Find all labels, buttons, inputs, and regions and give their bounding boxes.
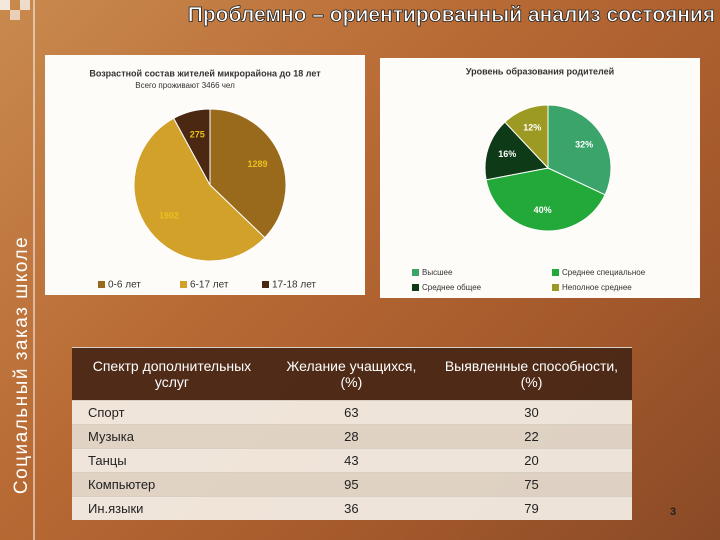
legend-swatch — [552, 284, 559, 291]
table-row: Ин.языки 36 79 — [72, 496, 632, 520]
legend-swatch — [262, 281, 269, 288]
table-row: Танцы 43 20 — [72, 448, 632, 473]
data-label: 32% — [575, 139, 593, 149]
table-row: Компьютер 95 75 — [72, 472, 632, 497]
decor — [10, 10, 20, 20]
chart-title: Возрастной состав жителей микрорайона до… — [89, 68, 321, 78]
number-cell: 79 — [430, 496, 632, 520]
header-cell: Желание учащихся, (%) — [271, 347, 431, 401]
number-cell: 36 — [271, 496, 431, 520]
page-number: 3 — [670, 506, 676, 518]
service-cell: Ин.языки — [72, 496, 272, 520]
legend-swatch — [552, 269, 559, 276]
number-cell: 95 — [271, 472, 431, 497]
table-row: Спорт 63 30 — [72, 400, 632, 425]
pie-slice — [172, 108, 211, 186]
table-header-row: Спектр дополнительных услуг Желание учащи… — [72, 347, 632, 401]
legend-swatch — [98, 281, 105, 288]
table: Спектр дополнительных услуг Желание учащи… — [72, 347, 632, 520]
data-label: 1289 — [248, 159, 268, 169]
legend-swatch — [412, 269, 419, 276]
data-label: 1902 — [159, 211, 179, 221]
number-cell: 75 — [430, 472, 632, 497]
data-label: 275 — [190, 129, 205, 139]
data-label: 40% — [534, 205, 552, 215]
legend-label: 6-17 лет — [190, 280, 229, 291]
chart-title: Уровень образования родителей — [466, 66, 614, 76]
slide-title: Проблемно – ориентированный анализ состо… — [188, 4, 720, 27]
number-cell: 30 — [430, 400, 632, 425]
pie-slice — [504, 104, 549, 170]
legend-swatch — [412, 284, 419, 291]
number-cell: 43 — [271, 448, 431, 473]
pie-slice — [547, 104, 612, 196]
service-cell: Спорт — [72, 400, 272, 425]
legend-label: Неполное среднее — [562, 283, 632, 292]
legend-swatch — [180, 281, 187, 288]
pie-slice — [485, 167, 606, 232]
decor — [20, 0, 30, 10]
number-cell: 20 — [430, 448, 632, 473]
service-cell: Танцы — [72, 448, 272, 473]
side-title: Социальный заказ школе — [11, 236, 32, 494]
legend-label: Среднее специальное — [562, 268, 646, 277]
header-cell: Выявленные способности, (%) — [430, 347, 632, 401]
legend-label: 17-18 лет — [272, 280, 316, 291]
decor — [0, 0, 10, 10]
number-cell: 63 — [271, 400, 431, 425]
pie-slice — [484, 121, 549, 181]
chart-subtitle: Всего проживают 3466 чел — [135, 81, 235, 90]
legend-label: Среднее общее — [422, 283, 482, 292]
number-cell: 28 — [271, 424, 431, 449]
data-label: 16% — [498, 149, 516, 159]
data-label: 12% — [523, 123, 541, 133]
legend-label: Высшее — [422, 268, 453, 277]
number-cell: 22 — [430, 424, 632, 449]
table-row: Музыка 28 22 — [72, 424, 632, 449]
legend-label: 0-6 лет — [108, 280, 141, 291]
pie-slice — [133, 117, 266, 262]
service-cell: Музыка — [72, 424, 272, 449]
header-cell: Спектр дополнительных услуг — [72, 347, 272, 401]
pie-slice — [209, 108, 287, 239]
service-cell: Компьютер — [72, 472, 272, 497]
